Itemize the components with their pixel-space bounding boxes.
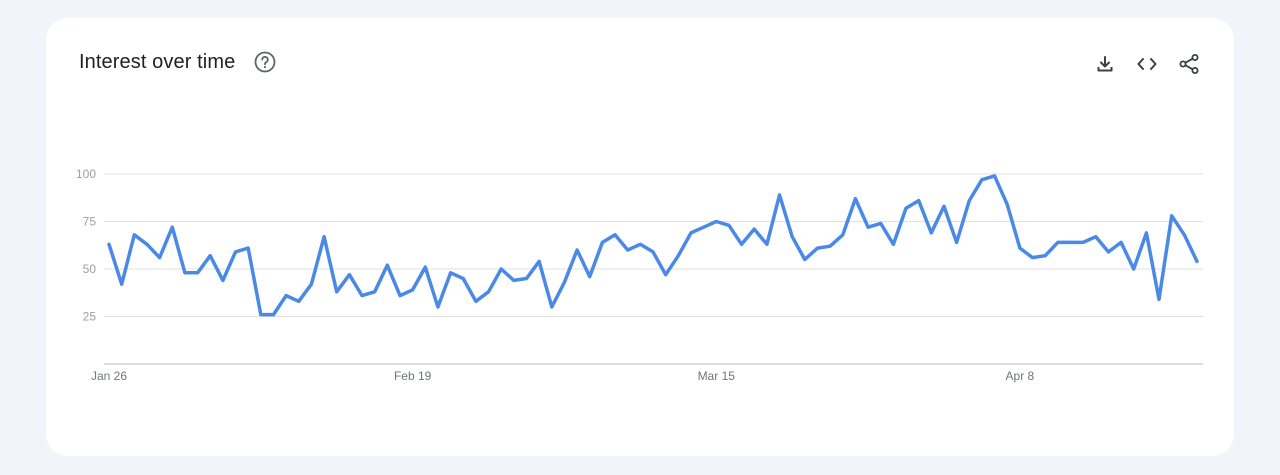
x-tick-label: Feb 19: [394, 369, 432, 383]
share-icon[interactable]: [1178, 53, 1200, 75]
x-axis-ticks: Jan 26 Feb 19 Mar 15 Apr 8: [91, 369, 1035, 383]
y-tick-label: 25: [83, 310, 97, 324]
help-icon[interactable]: [254, 51, 276, 73]
y-tick-label: 50: [83, 262, 97, 276]
card-title: Interest over time: [79, 51, 236, 73]
x-tick-label: Mar 15: [698, 369, 736, 383]
embed-code-icon[interactable]: [1136, 53, 1158, 75]
x-tick-label: Apr 8: [1006, 369, 1035, 383]
x-tick-label: Jan 26: [91, 369, 127, 383]
y-axis-ticks: 25 50 75 100: [76, 167, 96, 324]
card-actions: [1094, 53, 1200, 75]
grid-lines: [104, 173, 1203, 365]
y-tick-label: 75: [83, 215, 97, 229]
series-lines: [107, 174, 1199, 317]
y-tick-label: 100: [76, 167, 96, 181]
download-icon[interactable]: [1094, 53, 1116, 75]
interest-over-time-card: Interest over time: [46, 18, 1234, 456]
series-line-0: [107, 174, 1199, 317]
